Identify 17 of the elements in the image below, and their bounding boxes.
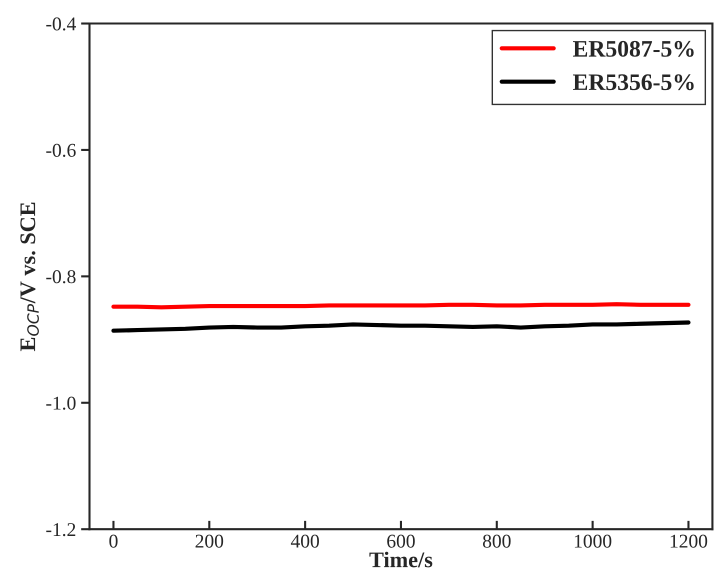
y-tick-label: -0.8 xyxy=(46,270,76,284)
x-tick-label: 800 xyxy=(482,534,511,548)
y-tick-label: -1.2 xyxy=(46,523,76,536)
x-tick-label: 0 xyxy=(109,534,118,548)
x-axis-title: Time/s xyxy=(369,552,432,568)
x-tick-label: 1000 xyxy=(574,534,612,548)
y-tick-label: -0.6 xyxy=(46,144,76,157)
line-series xyxy=(111,320,691,333)
legend-label: ER5087-5% xyxy=(572,40,694,57)
x-tick-label: 1200 xyxy=(670,534,708,548)
x-tick-label: 400 xyxy=(290,534,319,548)
y-tick-label: -0.4 xyxy=(46,17,76,31)
legend-label: ER5356-5% xyxy=(572,74,694,90)
y-axis-title: E$_{OCP}$/V vs. SCE xyxy=(20,202,39,352)
y-tick-label: -1.0 xyxy=(46,396,76,410)
x-tick-label: 600 xyxy=(387,534,415,548)
x-tick-label: 200 xyxy=(196,534,224,548)
